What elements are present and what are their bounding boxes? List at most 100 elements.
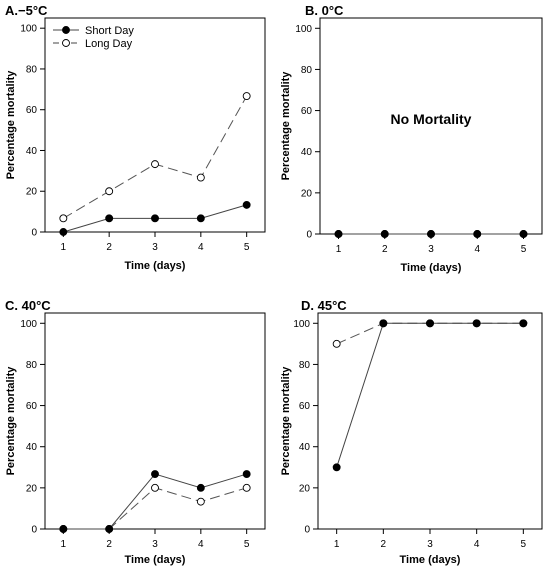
y-tick-label: 60 xyxy=(26,105,38,116)
x-tick-label: 4 xyxy=(198,242,204,253)
data-point-long-day xyxy=(151,483,159,492)
y-tick-label: 40 xyxy=(301,147,313,158)
x-tick-label: 5 xyxy=(244,242,250,253)
data-point-short-day xyxy=(242,200,251,209)
y-axis-label: Percentage mortality xyxy=(280,71,292,181)
data-point-short-day xyxy=(332,463,341,472)
y-tick-label: 0 xyxy=(306,230,312,241)
data-point-short-day xyxy=(196,483,205,492)
x-tick-label: 1 xyxy=(61,242,67,253)
data-point-short-day xyxy=(426,319,434,328)
x-tick-label: 5 xyxy=(521,244,527,255)
x-tick-label: 2 xyxy=(106,539,112,550)
y-tick-label: 60 xyxy=(301,106,313,117)
data-point-short-day xyxy=(334,230,343,238)
y-tick-label: 80 xyxy=(299,360,311,371)
y-tick-label: 60 xyxy=(26,401,38,412)
panel-title: C. 40°C xyxy=(5,298,51,313)
x-tick-label: 2 xyxy=(381,539,387,550)
x-tick-label: 4 xyxy=(198,539,204,550)
x-axis-label: Time (days) xyxy=(125,554,186,566)
plot-frame xyxy=(44,17,266,233)
series-line-long-day xyxy=(63,487,247,530)
y-tick-label: 100 xyxy=(295,24,312,35)
legend-marker xyxy=(62,26,70,34)
y-axis-label: Percentage mortality xyxy=(280,366,292,476)
y-tick-label: 60 xyxy=(299,401,311,412)
data-point-long-day xyxy=(196,497,205,506)
annotation-text: No Mortality xyxy=(391,111,472,127)
x-tick-label: 3 xyxy=(427,539,433,550)
data-point-short-day xyxy=(59,228,68,236)
x-axis-label: Time (days) xyxy=(125,260,186,272)
y-tick-label: 40 xyxy=(26,146,38,157)
x-tick-label: 4 xyxy=(474,244,480,255)
y-tick-label: 100 xyxy=(20,319,37,330)
series-line-short-day xyxy=(336,322,524,468)
x-axis-label: Time (days) xyxy=(401,262,462,274)
data-point-short-day xyxy=(242,470,251,479)
y-tick-label: 20 xyxy=(26,187,38,198)
y-tick-label: 0 xyxy=(304,525,310,536)
x-tick-label: 2 xyxy=(106,242,112,253)
data-point-short-day xyxy=(59,525,68,533)
data-point-long-day xyxy=(332,339,341,348)
x-tick-label: 5 xyxy=(521,539,527,550)
legend-label: Short Day xyxy=(85,25,134,37)
series-line-long-day xyxy=(63,95,248,219)
x-tick-label: 1 xyxy=(61,539,67,550)
x-axis-label: Time (days) xyxy=(400,554,461,566)
panel-c: C. 40°C 0 20 40 60 80 100 1 2 3 4 5 Time (days) Perce… xyxy=(5,298,266,566)
x-tick-label: 1 xyxy=(336,244,342,255)
panel-a: A.−5°C 0 20 40 60 80 100 1 2 3 4 5 Time (days) Percen… xyxy=(5,3,266,272)
data-point-short-day xyxy=(105,214,114,223)
plot-frame xyxy=(44,312,266,530)
x-tick-label: 3 xyxy=(152,242,158,253)
y-tick-label: 0 xyxy=(31,228,37,239)
data-point-short-day xyxy=(105,525,114,533)
legend-label: Long Day xyxy=(85,38,133,50)
data-point-short-day xyxy=(151,214,159,223)
y-axis-label: Percentage mortality xyxy=(5,70,17,180)
data-point-long-day xyxy=(59,214,68,223)
y-tick-label: 100 xyxy=(20,24,37,35)
y-tick-label: 20 xyxy=(301,188,313,199)
data-point-long-day xyxy=(151,160,159,169)
data-point-long-day xyxy=(105,187,114,196)
y-tick-label: 20 xyxy=(26,483,38,494)
panel-title: B. 0°C xyxy=(305,3,344,18)
data-point-short-day xyxy=(380,230,389,238)
data-point-short-day xyxy=(472,319,481,328)
y-tick-label: 20 xyxy=(299,483,311,494)
panel-title: D. 45°C xyxy=(301,298,347,313)
data-point-short-day xyxy=(519,230,528,238)
data-point-short-day xyxy=(473,230,482,238)
data-point-short-day xyxy=(427,230,435,238)
y-axis-label: Percentage mortality xyxy=(5,366,17,476)
y-tick-label: 100 xyxy=(293,319,310,330)
x-tick-label: 3 xyxy=(428,244,434,255)
data-point-short-day xyxy=(196,214,205,223)
panel-title: A.−5°C xyxy=(5,3,48,18)
x-tick-label: 2 xyxy=(382,244,388,255)
data-point-long-day xyxy=(242,483,251,492)
data-point-short-day xyxy=(151,470,159,479)
y-tick-label: 40 xyxy=(26,442,38,453)
y-tick-label: 0 xyxy=(31,525,37,536)
series-line-short-day xyxy=(63,473,247,530)
x-tick-label: 1 xyxy=(334,539,340,550)
y-tick-label: 80 xyxy=(26,360,38,371)
x-tick-label: 3 xyxy=(152,539,158,550)
data-point-short-day xyxy=(519,319,528,328)
y-tick-label: 80 xyxy=(26,64,38,75)
y-tick-label: 80 xyxy=(301,65,313,76)
data-point-long-day xyxy=(242,92,251,101)
y-tick-label: 40 xyxy=(299,442,311,453)
data-point-long-day xyxy=(196,173,205,182)
data-point-short-day xyxy=(379,319,388,328)
panel-d: D. 45°C 0 20 40 60 80 100 1 2 3 4 5 Time (days) Perce… xyxy=(280,298,543,566)
panel-b: B. 0°C 0 20 40 60 80 100 1 2 3 4 5 Time (days) Percen… xyxy=(280,3,543,274)
x-tick-label: 5 xyxy=(244,539,250,550)
legend-marker xyxy=(62,39,70,47)
